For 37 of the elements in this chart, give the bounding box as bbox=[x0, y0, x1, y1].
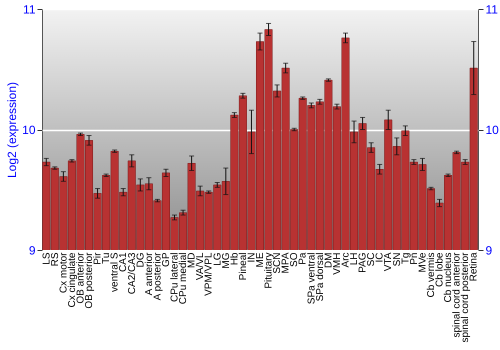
x-tick-label: RS bbox=[50, 252, 61, 266]
y-tick-label: 11 bbox=[23, 2, 36, 16]
x-tick-label: Cx cingulate bbox=[66, 252, 78, 308]
x-tick-label: Pituitary bbox=[264, 252, 275, 289]
x-tick-label: CA2/CA3 bbox=[126, 252, 138, 294]
x-tick-label: Retina bbox=[468, 252, 480, 282]
x-tick-label: SPa dorsal bbox=[314, 252, 326, 302]
y-tick-label: 9 bbox=[28, 244, 36, 258]
x-tick-label: Tg bbox=[400, 252, 412, 264]
y-tick-label: 10 bbox=[22, 123, 36, 137]
x-tick-label: VTA bbox=[383, 252, 394, 272]
y2-tick-label: 10 bbox=[486, 123, 500, 137]
y-axis-title: Log2 (expression) bbox=[5, 82, 20, 178]
x-tick-label: CA1 bbox=[118, 252, 130, 272]
x-tick-label: spinal cord posterior bbox=[460, 252, 472, 343]
x-tick-label: Pa bbox=[298, 252, 309, 265]
x-tick-label: VPM/VPL bbox=[204, 252, 215, 296]
x-tick-label: DM bbox=[323, 252, 334, 268]
x-tick-label: IN bbox=[246, 252, 258, 262]
x-tick-label: Arc bbox=[340, 252, 352, 268]
x-tick-label: MVe bbox=[417, 252, 428, 273]
x-tick-label: Pineal bbox=[238, 252, 249, 280]
x-tick-label: SN bbox=[392, 252, 403, 266]
x-tick-label: LG bbox=[212, 252, 224, 266]
y2-tick-label: 11 bbox=[486, 2, 498, 16]
x-tick-label: OB anterior bbox=[75, 252, 86, 304]
x-tick-label: Pn bbox=[408, 252, 420, 265]
x-tick-label: A posterior bbox=[152, 252, 164, 300]
x-tick-label: GP bbox=[160, 252, 172, 267]
x-tick-label: OB posterior bbox=[84, 252, 96, 309]
x-tick-label: Hb bbox=[229, 252, 240, 266]
x-tick-label: LS bbox=[41, 252, 52, 265]
x-tick-label: A anterior bbox=[144, 252, 155, 296]
x-tick-label: DG bbox=[135, 252, 146, 268]
y2-tick-label: 9 bbox=[486, 244, 492, 258]
x-tick-label: ME bbox=[255, 252, 266, 268]
x-tick-label: VMH bbox=[332, 252, 343, 275]
